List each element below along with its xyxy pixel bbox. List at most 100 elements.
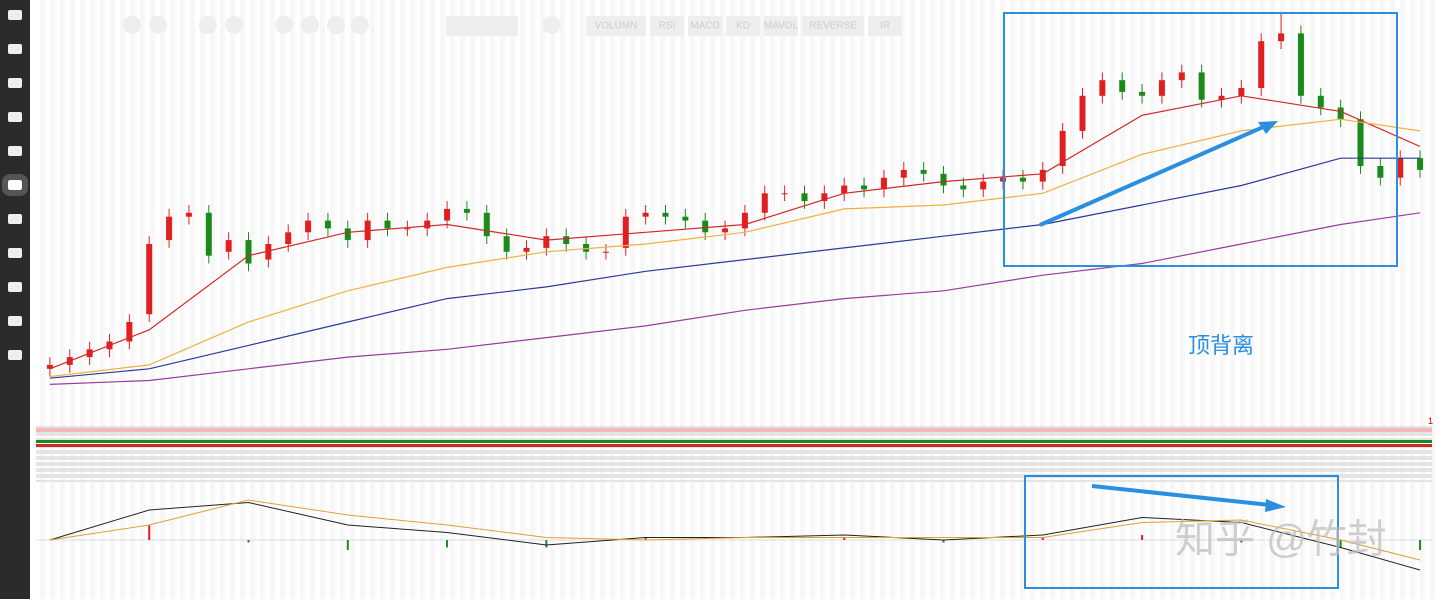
candle-body [285,232,292,244]
nav-icon[interactable] [8,44,22,54]
macd-bar [1041,537,1044,540]
button-bg [586,16,646,36]
button-label: REVERSE [809,21,857,32]
candle-body [523,247,530,252]
nav-icon[interactable] [8,146,22,156]
macd-bar [1419,540,1422,550]
candle-body [722,228,729,233]
button-bg [726,16,760,36]
macd-bar [942,540,945,543]
candle-body [841,185,848,194]
candle-body [245,240,252,264]
arrow-head [1258,121,1278,134]
candle-body [225,240,232,252]
macd-bar [247,540,250,543]
button-label: RSI [659,21,676,32]
macd-line [49,499,1421,561]
candle-body [960,185,967,190]
candle-body [404,228,411,230]
nav-icon[interactable] [8,112,22,122]
arrow-head [1265,499,1286,512]
candle-body [265,244,272,260]
button-bg [764,16,798,36]
macd-bar [446,540,449,548]
toolbar-button[interactable]: MAVOL [764,16,799,36]
toolbar-button[interactable]: IR [868,16,902,36]
nav-icon[interactable] [8,78,22,88]
candle-body [821,193,828,202]
toolbar-button[interactable]: MACD [688,16,722,36]
button-bg [688,16,722,36]
candle-body [1139,91,1146,96]
toolbar: VOLUMN RSI MACD KD MAVOL REVERSE IR [123,16,902,36]
candle-body [463,208,470,213]
candle-body [940,173,947,186]
nav-icon[interactable] [2,174,28,196]
candle-body [563,236,570,244]
candle-body [702,220,709,233]
watermark: 知乎 @竹封 [1175,518,1387,562]
button-label: IR [880,21,890,32]
candle-body [384,220,391,229]
candle-body [1397,158,1404,178]
highlight-box [1024,475,1339,589]
macd-bar [1141,535,1144,540]
candle-body [1059,130,1066,166]
arrow [1091,484,1271,507]
button-label: MAVOL [764,21,799,32]
toolbar-button[interactable]: REVERSE [802,16,864,36]
candle-body [880,177,887,190]
moving-average [49,212,1421,385]
candle-body [920,169,927,174]
nav-icon[interactable] [8,214,22,224]
candle-body [682,216,689,221]
macd-bar [346,540,349,550]
candle-body [642,212,649,217]
annotation: 顶背离 [1188,333,1254,358]
moving-average [49,157,1421,379]
nav-icon[interactable] [8,10,22,20]
toolbar-button[interactable]: RSI [650,16,684,36]
candle-body [801,193,808,202]
highlight-box [1003,12,1398,267]
toolbar-button[interactable]: KD [726,16,760,36]
candle-body [1178,72,1185,81]
candle-body [344,228,351,241]
button-label: MACD [690,21,719,32]
button-bg [650,16,684,36]
button-label: KD [736,21,750,32]
candle-body [424,220,431,229]
moving-average [49,95,1421,370]
macd-bar [843,537,846,540]
strip-marker: 1 [1428,416,1433,426]
candle-body [543,236,550,248]
nav-icon[interactable] [8,350,22,360]
signal-strip [36,428,1432,432]
candle-body [324,220,331,229]
candle-body [444,208,451,221]
button-bg [868,16,902,36]
candle-body [622,216,629,248]
candle-body [1278,33,1285,42]
candle-body [1297,33,1304,96]
nav-icon[interactable] [8,282,22,292]
macd-bar [644,537,647,540]
sidebar [0,0,30,599]
candle-body [305,220,312,233]
button-bg [802,16,864,36]
macd-bar [1339,540,1342,548]
candle-body [1039,169,1046,182]
candle-body [1337,107,1344,120]
nav-icon[interactable] [8,316,22,326]
toolbar-button[interactable]: VOLUMN [586,16,646,36]
candle-body [205,212,212,256]
arrow [1039,122,1271,227]
candle-body [1099,80,1106,96]
candle-body [166,216,173,241]
candle-body [1198,72,1205,100]
candle-body [1258,41,1265,88]
macd-bar [148,525,151,540]
nav-icon[interactable] [8,248,22,258]
candle-body [583,244,590,252]
